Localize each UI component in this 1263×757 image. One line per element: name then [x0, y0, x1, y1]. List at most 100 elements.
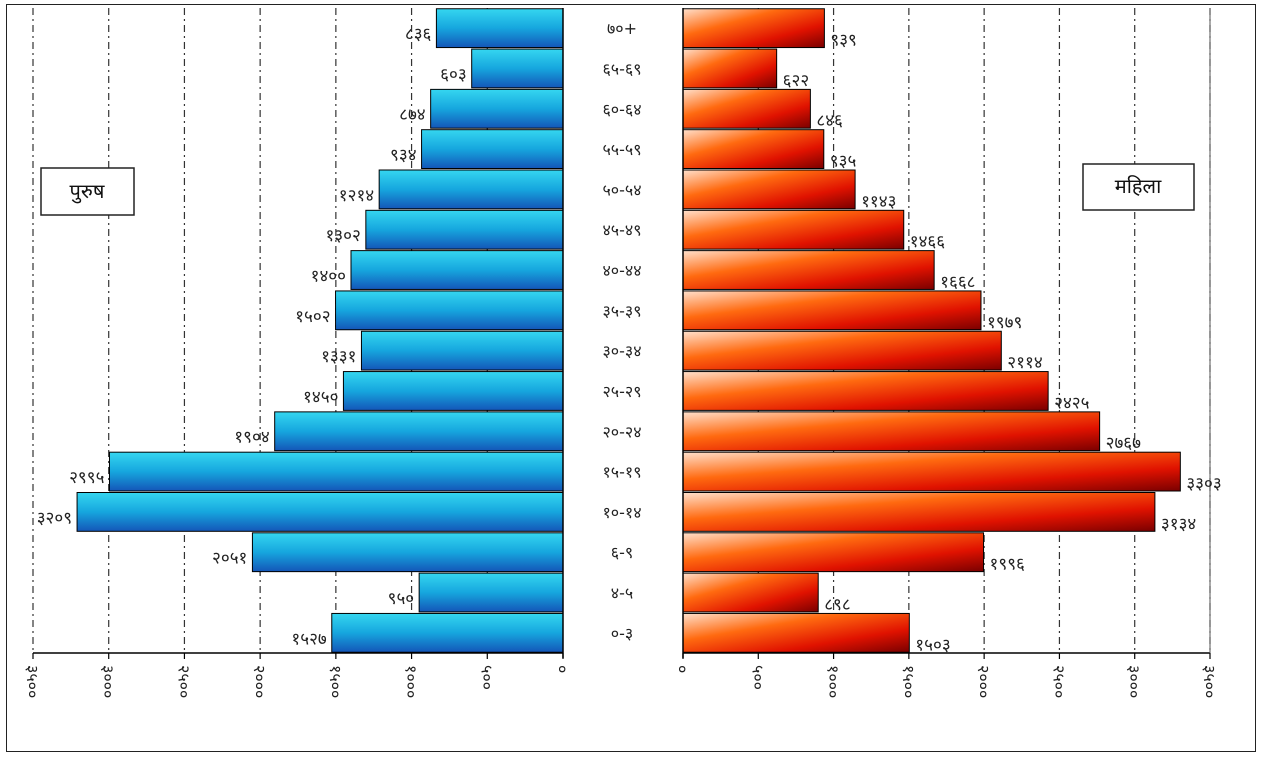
male-tick-label: ३५००	[23, 665, 42, 698]
male-tick-label: ०	[553, 665, 572, 673]
male-bar	[365, 209, 564, 250]
age-group-label: २५-२९	[602, 382, 641, 401]
male-bar	[335, 290, 564, 331]
female-value-label: १९९६	[990, 555, 1026, 575]
female-bar	[682, 612, 910, 653]
female-value-label: ११४३	[861, 192, 896, 212]
male-bar	[418, 572, 564, 613]
male-bar	[435, 8, 564, 49]
axes	[32, 8, 1211, 659]
age-group-label: ६५-६९	[602, 59, 641, 78]
female-value-label: ६२२	[783, 71, 810, 91]
female-tick-label: २५००	[1049, 665, 1068, 698]
female-value-labels: १५०३ ८९८ १९९६ ३१३४ ३३०३ २७६७ २४२५ २११४ १९७९ १६६८ १…	[783, 31, 1222, 656]
female-value-label: ३१३४	[1161, 514, 1196, 534]
male-tick-label: १५००	[326, 665, 345, 698]
age-group-label: १५-१९	[602, 463, 641, 482]
male-value-labels: १५२७ ९५० २०५१ ३२०९ २९९५ १९०४ १४५० १३३१ १५०२ १४०० १…	[37, 25, 467, 650]
male-value-label: ६०३	[440, 65, 467, 85]
male-value-label: १२१४	[339, 186, 374, 206]
female-bar	[682, 411, 1101, 452]
male-bar	[360, 330, 564, 371]
female-bars	[682, 8, 1181, 653]
chart-frame	[6, 4, 1256, 752]
male-tick-label: ३०००	[99, 665, 118, 698]
female-bar	[682, 371, 1049, 411]
male-tick-label: १०००	[402, 665, 421, 698]
male-tick-label: २५००	[174, 665, 193, 698]
age-group-label: ४०-४४	[602, 261, 641, 280]
female-value-label: २४२५	[1054, 393, 1089, 413]
legend-male: पुरुष	[40, 167, 135, 216]
female-value-label: १४६६	[910, 232, 946, 252]
male-bars	[76, 8, 564, 653]
female-tick-label: ३०००	[1125, 665, 1144, 698]
male-value-label: १५२७	[291, 629, 327, 649]
female-bar	[682, 48, 778, 89]
male-value-label: ८७४	[399, 105, 426, 125]
male-value-label: १५०२	[295, 307, 330, 327]
male-tick-labels: ३५०० ३००० २५०० २००० १५०० १००० ५०० ०	[23, 665, 572, 698]
male-bar	[274, 411, 564, 452]
female-tick-label: ०	[673, 665, 692, 673]
female-bar	[682, 572, 819, 613]
female-tick-label: २०००	[974, 665, 993, 698]
age-group-label: ६०-६४	[602, 100, 641, 119]
male-value-label: ३२०९	[37, 508, 72, 528]
female-value-label: ३३०३	[1186, 474, 1221, 494]
female-bar	[682, 209, 905, 250]
female-value-label: १६६८	[940, 272, 975, 292]
female-tick-label: ३५००	[1200, 665, 1219, 698]
male-value-label: ९३४	[390, 146, 417, 166]
age-group-labels: ०-३ ४-५ ६-९ १०-१४ १५-१९ २०-२४ २५-२९ ३०-३४ ३५-३९ ४…	[602, 19, 641, 643]
age-group-label: ४५-४९	[602, 221, 641, 240]
age-group-label: १०-१४	[602, 503, 641, 522]
male-value-label: ८३६	[405, 25, 432, 45]
age-group-label: ५०-५४	[602, 180, 641, 199]
female-bar	[682, 169, 856, 210]
male-value-label: १३०२	[325, 226, 360, 246]
male-bar	[378, 169, 564, 210]
age-group-label: ३५-३९	[602, 301, 641, 320]
age-group-label: ३०-३४	[602, 342, 641, 361]
male-bar	[76, 492, 564, 532]
age-group-label: ७०+	[607, 19, 637, 38]
male-value-label: १४००	[311, 266, 346, 286]
male-bar	[108, 451, 564, 492]
male-tick-label: २०००	[250, 665, 269, 698]
female-value-label: २११४	[1007, 353, 1042, 373]
legend-female-label: महिला	[1115, 174, 1162, 198]
male-value-label: ९५०	[388, 589, 415, 609]
male-bar	[342, 371, 564, 411]
female-value-label: ९३९	[830, 31, 857, 51]
male-value-label: २०५१	[212, 549, 247, 569]
female-value-label: २७६७	[1106, 434, 1142, 454]
age-group-label: ४-५	[611, 584, 633, 603]
male-value-label: १४५०	[303, 387, 338, 407]
female-value-label: ८४६	[816, 111, 843, 131]
legend-female: महिला	[1082, 163, 1195, 211]
female-value-label: १९७९	[987, 313, 1022, 333]
female-bar	[682, 88, 811, 129]
male-bar	[350, 250, 564, 290]
female-bar	[682, 290, 982, 331]
male-bar	[251, 532, 564, 573]
female-value-label: १५०३	[915, 635, 950, 655]
male-bar	[421, 129, 564, 169]
age-group-label: ५५-५९	[602, 140, 641, 159]
female-bar	[682, 8, 825, 49]
female-bar	[682, 250, 935, 290]
female-tick-label: १०००	[824, 665, 843, 698]
female-tick-label: १५००	[899, 665, 918, 698]
legend-male-label: पुरुष	[70, 179, 105, 204]
age-group-label: ०-३	[611, 624, 633, 643]
female-value-label: ९३५	[830, 152, 857, 172]
male-bar	[331, 612, 564, 653]
female-bar	[682, 129, 825, 169]
female-bar	[682, 330, 1002, 371]
female-bar	[682, 451, 1181, 492]
male-value-label: २९९५	[69, 468, 104, 488]
male-tick-label: ५००	[477, 665, 496, 690]
age-group-label: ६-९	[611, 543, 633, 562]
